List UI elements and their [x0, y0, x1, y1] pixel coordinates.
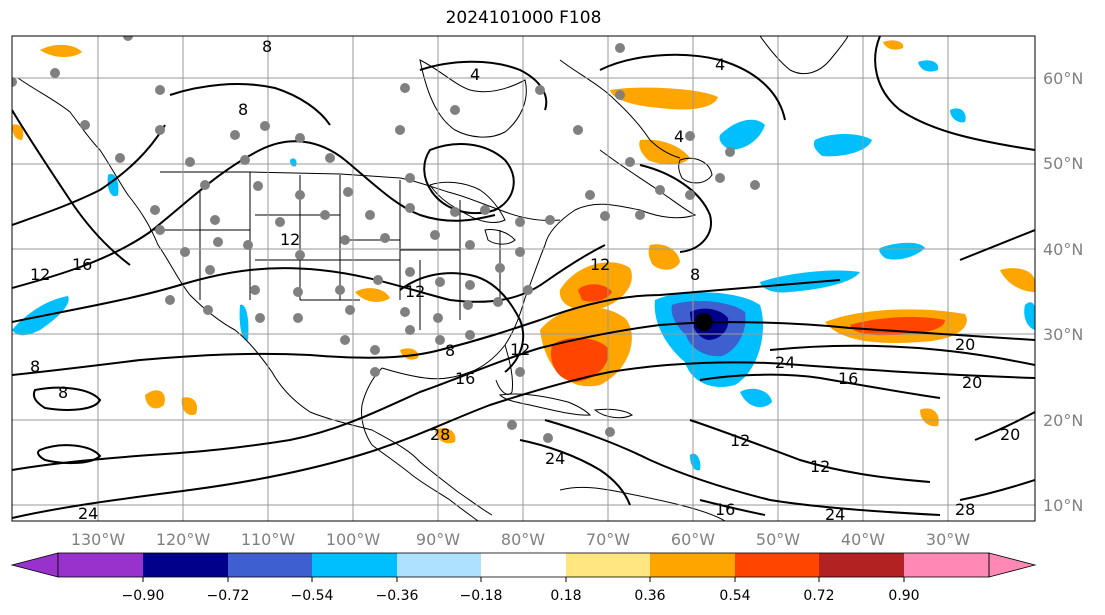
contour-label: 12	[405, 282, 425, 301]
greenland-coast	[759, 36, 849, 75]
coastlines-and-borders	[17, 36, 849, 521]
pacific-coastline	[17, 77, 493, 516]
atlantic-coastline	[381, 149, 697, 380]
contour-label: 12	[730, 431, 750, 450]
colorbar-extend-low	[10, 552, 59, 578]
lat-label: 30°N	[1043, 325, 1083, 344]
contour-label: 12	[810, 457, 830, 476]
hudson-bay	[419, 59, 527, 138]
colorbar: −0.90 −0.72 −0.54 −0.36 −0.18 0.18 0.36 …	[10, 552, 1037, 604]
colorbar-segment	[650, 553, 735, 577]
colorbar-tick-label: −0.90	[122, 588, 165, 604]
contour-label: 8	[262, 37, 272, 56]
contour-label: 20	[962, 373, 982, 392]
contour-label: 20	[955, 335, 975, 354]
colorbar-tick-label: 0.54	[719, 588, 750, 604]
colorbar-tick-label: −0.72	[207, 588, 250, 604]
lat-label: 50°N	[1043, 154, 1083, 173]
colorbar-segment	[228, 553, 312, 577]
contour-label: 28	[955, 500, 975, 519]
contour-label: 24	[78, 504, 98, 523]
shade-pos-midatlantic-core	[850, 317, 945, 336]
contour-label: 8	[445, 341, 455, 360]
contour-label: 12	[510, 340, 530, 359]
florida	[495, 344, 513, 395]
contour-lines	[12, 36, 1035, 519]
contour-label: 24	[545, 449, 565, 468]
colorbar-segment	[481, 553, 566, 577]
colorbar-segment	[566, 553, 650, 577]
contour-label: 24	[775, 353, 795, 372]
contour-label: 8	[690, 265, 700, 284]
lon-label: 50°W	[756, 530, 800, 549]
shade-pos-atlantic-core	[550, 337, 609, 382]
contour-label: 4	[715, 55, 725, 74]
colorbar-segment	[143, 553, 228, 577]
contour-label: 20	[1000, 425, 1020, 444]
lat-label: 40°N	[1043, 240, 1083, 259]
shade-pos-carolina-core	[578, 284, 612, 302]
colorbar-tick-label: 0.90	[888, 588, 919, 604]
south-america-coast	[559, 486, 726, 521]
colorbar-segment	[735, 553, 819, 577]
storm-center-marker	[695, 313, 713, 331]
lat-label: 10°N	[1043, 496, 1083, 515]
colorbar-segment	[397, 553, 481, 577]
colorbar-segment	[904, 553, 989, 577]
contour-label: 24	[825, 505, 845, 524]
colorbar-tick-label: −0.18	[460, 588, 503, 604]
colorbar-tick-label: 0.18	[550, 588, 581, 604]
contour-label: 28	[430, 425, 450, 444]
lon-label: 90°W	[416, 530, 460, 549]
colorbar-extend-high	[988, 552, 1037, 578]
map-title: 2024101000 F108	[445, 8, 602, 28]
lon-label: 40°W	[841, 530, 885, 549]
lon-label: 60°W	[671, 530, 715, 549]
contour-label: 16	[72, 255, 92, 274]
cuba	[498, 393, 592, 416]
latitude-axis: 60°N 50°N 40°N 30°N 20°N 10°N	[1043, 69, 1083, 515]
lon-label: 110°W	[241, 530, 296, 549]
colorbar-segment	[819, 553, 904, 577]
colorbar-tick-label: 0.36	[634, 588, 665, 604]
colorbar-segment	[58, 553, 143, 577]
contour-label: 8	[58, 383, 68, 402]
newfoundland	[678, 157, 713, 184]
contour-label: 8	[30, 357, 40, 376]
station-markers	[12, 36, 760, 443]
map-frame	[11, 35, 1036, 522]
colorbar-tick-label: −0.54	[291, 588, 334, 604]
colorbar-tick-label: 0.72	[803, 588, 834, 604]
central-america	[371, 444, 479, 521]
lat-label: 60°N	[1043, 69, 1083, 88]
lon-label: 100°W	[326, 530, 381, 549]
gulf-coast	[361, 367, 383, 446]
contour-label: 16	[455, 369, 475, 388]
contour-label: 16	[838, 369, 858, 388]
lon-label: 130°W	[71, 530, 126, 549]
contour-label: 12	[30, 265, 50, 284]
lon-label: 70°W	[586, 530, 630, 549]
contour-label: 16	[715, 500, 735, 519]
labrador-coast	[559, 59, 681, 159]
contour-label: 12	[590, 255, 610, 274]
lon-label: 80°W	[501, 530, 545, 549]
contour-label: 4	[674, 127, 684, 146]
lat-label: 20°N	[1043, 411, 1083, 430]
longitude-axis: 130°W 120°W 110°W 100°W 90°W 80°W 70°W 6…	[71, 530, 970, 549]
contour-label: 8	[238, 100, 248, 119]
contour-label: 12	[280, 230, 300, 249]
lon-label: 120°W	[156, 530, 211, 549]
lon-label: 30°W	[926, 530, 970, 549]
colorbar-tick-label: −0.36	[376, 588, 419, 604]
colorbar-segment	[312, 553, 397, 577]
contour-label: 4	[470, 65, 480, 84]
